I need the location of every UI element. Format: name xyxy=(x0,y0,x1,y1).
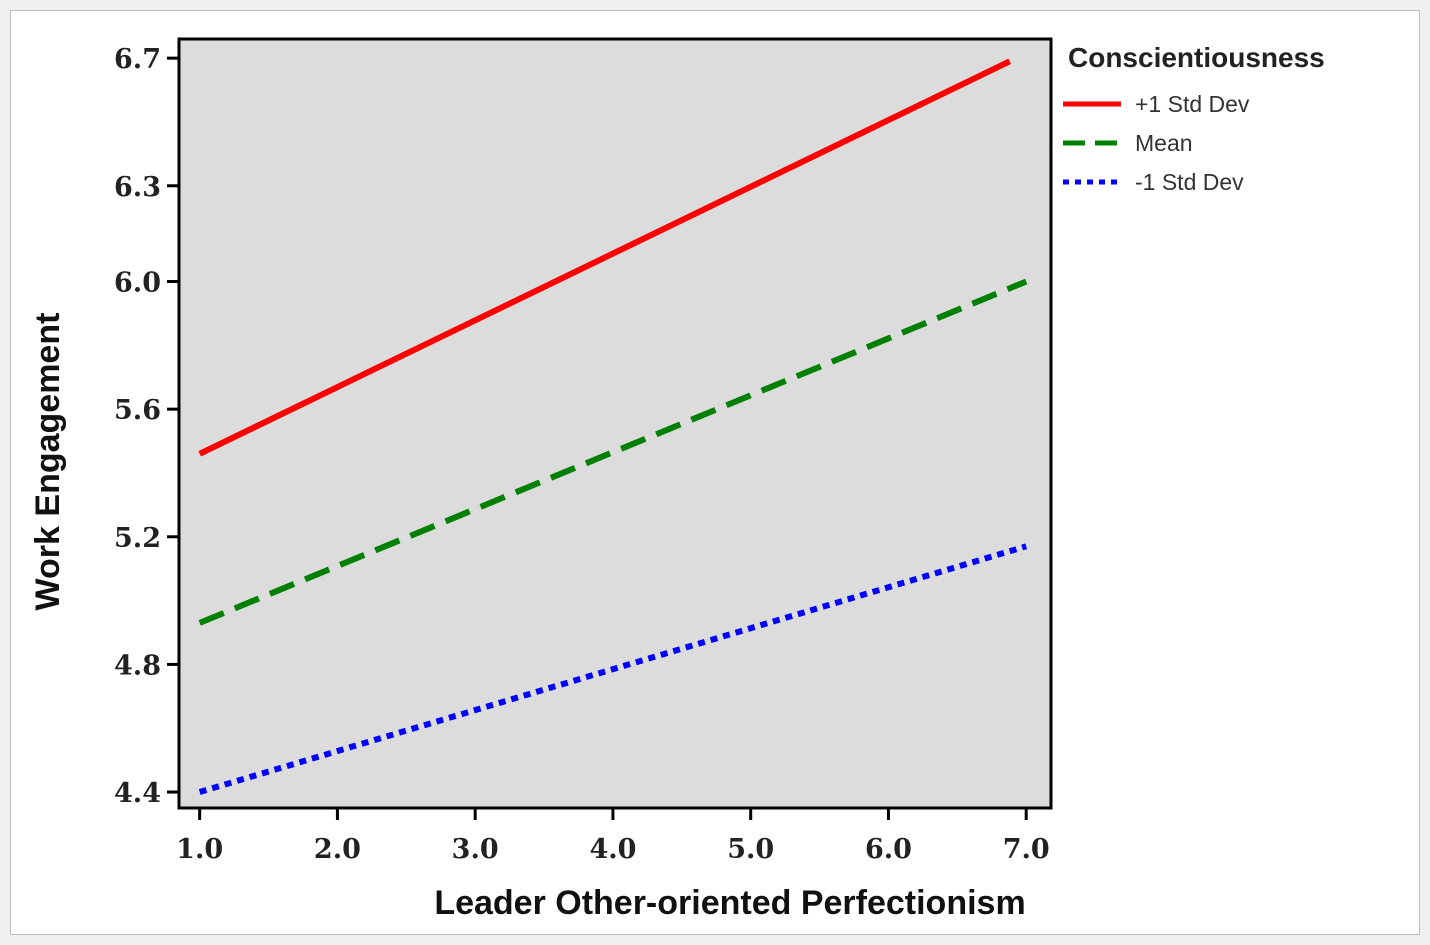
legend-label-2: -1 Std Dev xyxy=(1135,169,1244,195)
series-line-0 xyxy=(198,58,1012,457)
y-axis-title: Work Engagement xyxy=(29,313,67,611)
x-tick-label: 2.0 xyxy=(314,834,361,865)
x-tick-label: 7.0 xyxy=(1003,834,1050,865)
x-axis-title: Leader Other-oriented Perfectionism xyxy=(434,884,1025,922)
plot-border xyxy=(177,37,1053,810)
chart-frame: 1.0 2.0 3.0 4.0 5.0 6.0 7.0 4.4 4.8 5.2 5.6 6.0 6.3… xyxy=(10,10,1420,935)
series-line-1 xyxy=(198,278,1028,626)
x-tick-label: 4.0 xyxy=(589,834,636,865)
x-tick-label: 3.0 xyxy=(452,834,499,865)
line-chart: 1.0 2.0 3.0 4.0 5.0 6.0 7.0 4.4 4.8 5.2 5.6 6.0 6.3… xyxy=(29,37,1325,922)
x-tick-label: 5.0 xyxy=(727,834,774,865)
series-line-2 xyxy=(198,543,1028,795)
y-tick-label: 6.0 xyxy=(114,268,161,299)
y-tick-label: 4.4 xyxy=(114,778,161,809)
y-tick-label: 6.7 xyxy=(114,44,161,75)
x-tick-label: 6.0 xyxy=(865,834,912,865)
plot-area xyxy=(179,39,1051,808)
legend-label-0: +1 Std Dev xyxy=(1135,91,1250,117)
legend-label-1: Mean xyxy=(1135,130,1193,156)
y-tick-label: 4.8 xyxy=(114,650,161,681)
x-tick-label: 1.0 xyxy=(176,834,223,865)
y-tick-label: 5.2 xyxy=(114,523,161,554)
series-layer xyxy=(198,58,1028,795)
x-axis: 1.0 2.0 3.0 4.0 5.0 6.0 7.0 xyxy=(176,808,1050,865)
legend-title: Conscientiousness xyxy=(1068,42,1325,73)
y-tick-label: 6.3 xyxy=(114,172,161,203)
legend: Conscientiousness +1 Std Dev Mean -1 Std D… xyxy=(1063,42,1325,195)
y-axis: 4.4 4.8 5.2 5.6 6.0 6.3 6.7 xyxy=(114,44,179,809)
y-tick-label: 5.6 xyxy=(114,395,161,426)
